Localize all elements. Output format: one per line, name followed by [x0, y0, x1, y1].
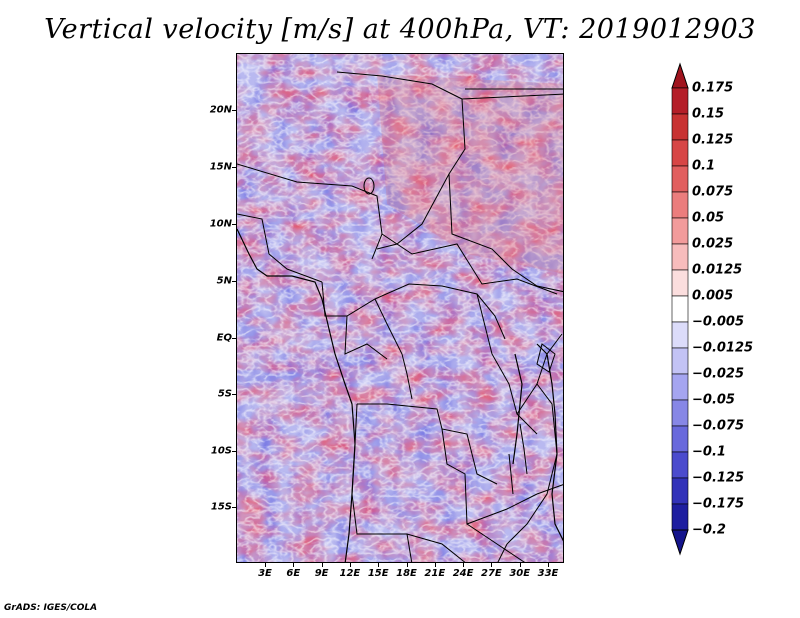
lon-tick [463, 563, 465, 567]
north-red-zone [377, 74, 563, 274]
colorbar-top-arrow [671, 62, 689, 89]
lon-label: 12E [339, 568, 361, 579]
country-borders [237, 71, 563, 562]
lakes [363, 177, 556, 495]
colorbar-box [671, 321, 689, 349]
lat-label: 5S [217, 388, 232, 400]
colorbar-box [671, 243, 689, 271]
lat-label: 15N [209, 161, 232, 173]
lat-label: 5N [216, 275, 232, 287]
lon-label: 3E [258, 568, 272, 579]
lat-tick [232, 167, 236, 168]
lon-tick [548, 563, 549, 567]
colorbar-box [671, 451, 689, 479]
colorbar-label: 0.0125 [692, 262, 743, 278]
lat-tick [232, 110, 236, 111]
lon-label: 6E [286, 568, 301, 579]
colorbar-box [671, 477, 689, 505]
colorbar-label: −0.05 [692, 392, 735, 408]
lon-tick [491, 563, 493, 567]
colorbar-box [671, 399, 689, 427]
lon-label: 9E [314, 568, 329, 579]
colorbar-label: −0.125 [692, 470, 745, 486]
lon-label: 18E [396, 568, 417, 579]
colorbar-label: −0.025 [692, 366, 745, 382]
lat-tick [232, 224, 236, 225]
colorbar-box [671, 139, 689, 167]
field-speckle [237, 54, 563, 562]
colorbar-label: 0.175 [692, 80, 734, 96]
velocity-field-map [237, 54, 563, 562]
coastline [237, 228, 563, 562]
lon-label: 21E [424, 568, 446, 579]
credit-label: GrADS: IGES/COLA [4, 603, 98, 613]
lat-label: 10S [210, 445, 232, 457]
colorbar-label: −0.1 [692, 444, 726, 460]
lon-tick [378, 563, 380, 567]
lon-label: 30E [509, 568, 531, 579]
colorbar-label: 0.1 [692, 158, 716, 174]
lat-tick [232, 281, 236, 282]
lon-tick [321, 563, 323, 567]
colorbar-box [671, 503, 689, 531]
colorbar-label: 0.05 [692, 210, 725, 226]
colorbar-label: −0.075 [692, 418, 745, 434]
colorbar-box [671, 87, 689, 115]
colorbar-label: 0.15 [692, 106, 725, 122]
lon-label: 15E [367, 568, 389, 579]
colorbar-box [671, 191, 689, 219]
colorbar-bottom-arrow [671, 529, 689, 556]
colorbar-label: 0.025 [692, 236, 734, 252]
lon-tick [519, 563, 521, 567]
colorbar-label: −0.2 [692, 522, 726, 538]
lon-tick [265, 563, 266, 567]
colorbar-box [671, 347, 689, 375]
lat-label: 15S [210, 501, 232, 513]
lon-label: 24E [452, 568, 474, 579]
colorbar-label: −0.0125 [692, 340, 754, 356]
colorbar-box [671, 373, 689, 401]
lat-label: EQ [216, 332, 232, 344]
chart-title: Vertical velocity [m/s] at 400hPa, VT: 2… [44, 14, 756, 45]
lat-label: 10N [209, 218, 232, 230]
lon-tick [293, 563, 295, 567]
colorbar-box [671, 295, 689, 323]
colorbar-box [671, 269, 689, 297]
lat-tick [232, 338, 236, 339]
lon-label: 27E [481, 568, 502, 579]
map-panel [236, 53, 564, 563]
lat-tick [232, 507, 236, 508]
lat-label: 20N [209, 104, 232, 116]
lon-tick [349, 563, 351, 567]
lon-tick [434, 563, 436, 567]
colorbar-box [671, 425, 689, 453]
colorbar-label: 0.075 [692, 184, 734, 200]
colorbar-label: 0.005 [692, 288, 734, 304]
colorbar-label: −0.005 [692, 314, 745, 330]
colorbar-box [671, 217, 689, 245]
lat-tick [232, 451, 236, 452]
lon-tick [406, 563, 408, 567]
lon-label: 33E [537, 568, 559, 579]
lat-tick [232, 394, 236, 395]
colorbar-label: 0.125 [692, 132, 734, 148]
colorbar-label: −0.175 [692, 496, 745, 512]
colorbar-box [671, 113, 689, 141]
colorbar-box [671, 165, 689, 193]
